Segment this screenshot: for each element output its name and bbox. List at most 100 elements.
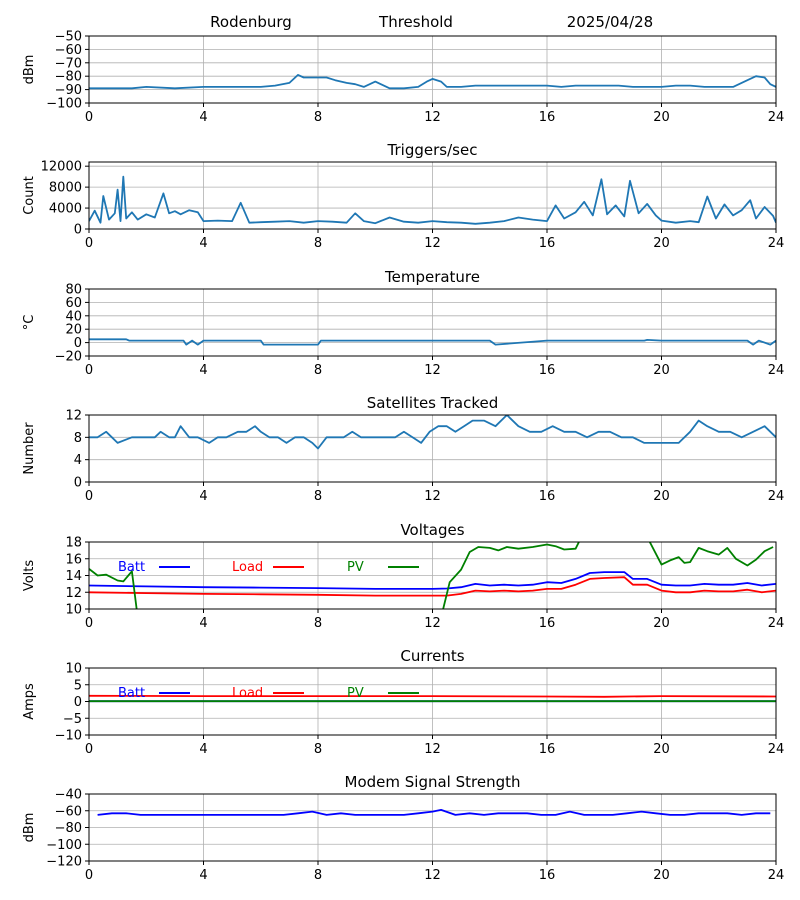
y-axis-label: °C xyxy=(22,315,37,331)
series-line-load xyxy=(89,576,776,597)
y-tick-label: 4 xyxy=(74,453,82,468)
chart-title: Voltages xyxy=(400,521,464,539)
y-tick-label: −90 xyxy=(55,83,82,98)
y-axis: −100−90−80−70−60−50 xyxy=(46,30,89,112)
series-group xyxy=(89,175,776,225)
x-tick-label: 8 xyxy=(314,489,322,504)
x-tick-label: 12 xyxy=(424,742,441,757)
header-date: 2025/04/28 xyxy=(567,13,653,31)
series-group xyxy=(97,809,771,816)
header-site: Rodenburg xyxy=(210,13,292,31)
x-tick-label: 24 xyxy=(768,363,785,378)
x-tick-label: 12 xyxy=(424,868,441,883)
legend-label-load: Load xyxy=(232,560,263,575)
x-tick-label: 16 xyxy=(539,616,556,631)
series-line-load xyxy=(89,694,776,698)
y-tick-label: 0 xyxy=(74,336,82,351)
y-tick-label: 60 xyxy=(65,296,82,311)
x-tick-label: 4 xyxy=(199,742,207,757)
legend-label-load: Load xyxy=(232,686,263,701)
y-axis: −10 −5 0 510 xyxy=(55,662,89,744)
y-tick-label: −5 xyxy=(63,712,82,727)
x-axis: 0 4 8 12 16 20 24 xyxy=(85,735,784,757)
x-tick-label: 24 xyxy=(768,110,785,125)
x-tick-label: 0 xyxy=(85,363,93,378)
y-axis: 0 4 8 12 xyxy=(65,409,89,491)
x-tick-label: 12 xyxy=(424,110,441,125)
x-tick-label: 12 xyxy=(424,489,441,504)
series-group xyxy=(89,415,776,450)
y-tick-label: −20 xyxy=(55,350,82,365)
x-axis: 0 4 8 12 16 20 24 xyxy=(85,609,784,631)
x-tick-label: 16 xyxy=(539,742,556,757)
x-tick-label: 8 xyxy=(314,363,322,378)
y-tick-label: 16 xyxy=(65,552,82,567)
y-tick-label: −60 xyxy=(55,43,82,58)
chart-title: Currents xyxy=(400,647,464,665)
y-tick-label: −10 xyxy=(55,729,82,744)
x-tick-label: 4 xyxy=(199,868,207,883)
y-tick-label: −50 xyxy=(55,30,82,45)
x-tick-label: 16 xyxy=(539,110,556,125)
x-tick-label: 20 xyxy=(653,110,670,125)
series-group xyxy=(89,542,776,609)
x-axis: 0 4 8 12 16 20 24 xyxy=(85,861,784,883)
y-tick-label: 10 xyxy=(65,603,82,618)
x-tick-label: 4 xyxy=(199,110,207,125)
x-tick-label: 4 xyxy=(199,616,207,631)
legend: Batt Load PV xyxy=(118,560,419,575)
x-tick-label: 16 xyxy=(539,868,556,883)
x-tick-label: 20 xyxy=(653,868,670,883)
y-tick-label: 80 xyxy=(65,283,82,298)
x-tick-label: 12 xyxy=(424,236,441,251)
y-tick-label: −80 xyxy=(55,821,82,836)
chart-triggers: Triggers/sec 0 4 8 12 16 20 24 0 4000 8000 12000 Cou… xyxy=(22,141,784,251)
x-tick-label: 20 xyxy=(653,616,670,631)
chart-modem: Modem Signal Strength 0 4 8 12 16 20 24 −120 −100… xyxy=(22,773,784,883)
x-tick-label: 4 xyxy=(199,489,207,504)
x-tick-label: 20 xyxy=(653,742,670,757)
chart-title: Satellites Tracked xyxy=(367,394,498,412)
x-tick-label: 0 xyxy=(85,616,93,631)
chart-signal: 0 4 8 12 16 20 24 −100−90−80−70−60−50 dBm xyxy=(22,30,784,126)
x-tick-label: 12 xyxy=(424,363,441,378)
legend-label-batt: Batt xyxy=(118,686,145,701)
x-tick-label: 24 xyxy=(768,742,785,757)
x-axis: 0 4 8 12 16 20 24 xyxy=(85,229,784,251)
chart-panels: 0 4 8 12 16 20 24−100−90−80−70−60−50dBmTrigger… xyxy=(22,30,784,884)
y-tick-label: −80 xyxy=(55,70,82,85)
y-axis-label: Volts xyxy=(22,560,37,592)
chart-satellites: Satellites Tracked 0 4 8 12 16 20 24 0 4 8 12 Number xyxy=(22,394,784,504)
y-tick-label: −70 xyxy=(55,56,82,71)
y-axis-label: Number xyxy=(22,422,37,475)
y-tick-label: 0 xyxy=(74,476,82,491)
series-line-batt xyxy=(89,571,776,590)
x-tick-label: 8 xyxy=(314,616,322,631)
legend: Batt Load PV xyxy=(118,686,419,701)
x-tick-label: 0 xyxy=(85,489,93,504)
y-axis-label: dBm xyxy=(22,55,37,85)
x-tick-label: 8 xyxy=(314,742,322,757)
series-line xyxy=(89,74,776,90)
y-axis-label: Amps xyxy=(22,683,37,720)
chart-title: Modem Signal Strength xyxy=(345,773,521,791)
x-tick-label: 20 xyxy=(653,489,670,504)
chart-title: Triggers/sec xyxy=(387,141,478,159)
y-tick-label: 8000 xyxy=(49,181,82,196)
x-tick-label: 16 xyxy=(539,363,556,378)
y-tick-label: 0 xyxy=(74,223,82,238)
y-tick-label: 4000 xyxy=(49,202,82,217)
legend-label-pv: PV xyxy=(347,560,364,575)
series-line xyxy=(89,338,776,346)
x-tick-label: 16 xyxy=(539,489,556,504)
x-tick-label: 0 xyxy=(85,868,93,883)
x-tick-label: 24 xyxy=(768,868,785,883)
y-tick-label: 12 xyxy=(65,586,82,601)
y-tick-label: 5 xyxy=(74,678,82,693)
